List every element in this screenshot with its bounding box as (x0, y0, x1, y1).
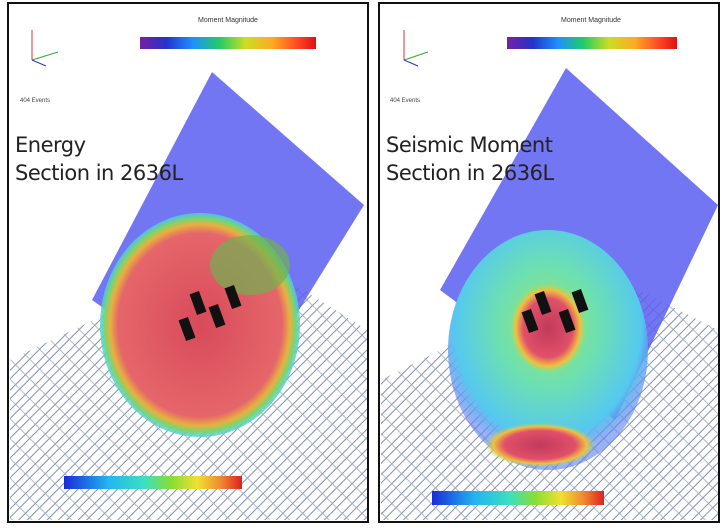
moment-colorbar (432, 491, 604, 505)
magnitude-colorbar (140, 37, 316, 49)
moment-panel: Moment Magnitude 404 Events Seismic Mome… (378, 2, 720, 523)
panel-label: Seismic Moment (386, 133, 553, 157)
magnitude-colorbar (507, 37, 677, 49)
stopes (521, 288, 589, 334)
event-count: 404 Events (20, 98, 50, 104)
panel-label: Section in 2636L (386, 161, 554, 185)
energy-colorbar (64, 476, 242, 489)
panel-label: Energy (15, 133, 86, 157)
stopes (178, 284, 242, 342)
event-count: 404 Events (390, 98, 420, 104)
axis-triad (403, 30, 429, 67)
heat-patch (210, 235, 290, 295)
panel-label: Section in 2636L (15, 161, 183, 185)
legend-title: Moment Magnitude (561, 17, 621, 24)
energy-panel: Moment Magnitude 404 Events Energy Secti… (7, 2, 369, 523)
axis-triad (31, 30, 59, 67)
legend-title: Moment Magnitude (198, 17, 258, 24)
moment-core (510, 283, 586, 373)
moment-band (485, 423, 595, 467)
